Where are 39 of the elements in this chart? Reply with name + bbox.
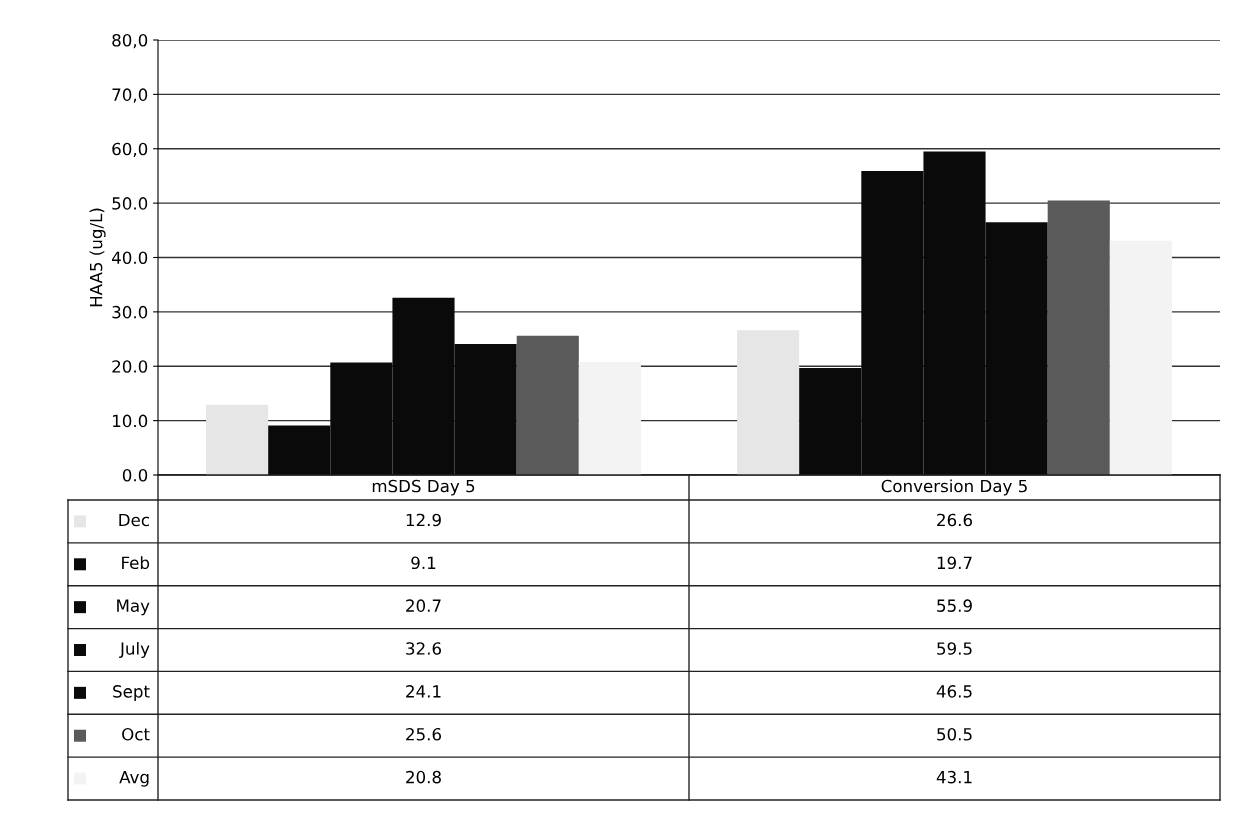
y-tick-label: 50.0 bbox=[112, 197, 148, 210]
y-tick-label: 80,0 bbox=[112, 33, 148, 49]
data-label: 20.7 bbox=[406, 599, 441, 612]
data-label: 59.5 bbox=[937, 642, 972, 655]
data-label: 50.5 bbox=[937, 727, 972, 741]
data-label: 12.9 bbox=[406, 513, 441, 527]
legend-label: July bbox=[119, 641, 150, 659]
y-tick-label: 60,0 bbox=[112, 142, 148, 158]
data-label: 32.6 bbox=[406, 642, 442, 655]
y-tick-label: 10.0 bbox=[113, 414, 148, 428]
data-label: 20.8 bbox=[406, 770, 441, 784]
y-tick-label: 0.0 bbox=[122, 468, 148, 482]
y-tick-label: 70,0 bbox=[112, 88, 148, 103]
data-label: 24.1 bbox=[406, 685, 441, 698]
legend-label: May bbox=[117, 599, 150, 616]
bar bbox=[206, 404, 269, 475]
y-tick-label: 30.0 bbox=[112, 305, 148, 319]
x-tick-label: mSDS Day 5 bbox=[372, 479, 475, 496]
x-tick-label: Conversion Day 5 bbox=[881, 479, 1027, 496]
bar bbox=[737, 330, 800, 475]
legend-label: Avg bbox=[119, 771, 149, 787]
data-label: 55.9 bbox=[937, 599, 972, 612]
y-tick-label: 20.0 bbox=[112, 360, 148, 373]
y-tick-label: 40.0 bbox=[111, 251, 148, 265]
data-label: 43.1 bbox=[936, 770, 972, 784]
data-label: 26.6 bbox=[937, 513, 973, 527]
legend-label: Feb bbox=[122, 556, 150, 570]
data-label: 25.6 bbox=[406, 727, 442, 741]
data-label: 9.1 bbox=[411, 556, 436, 570]
bar bbox=[516, 335, 579, 475]
data-label: 46.5 bbox=[936, 685, 972, 698]
legend-label: Dec bbox=[119, 513, 149, 527]
y-axis-title: HAA5 (ug/L) bbox=[89, 208, 106, 307]
legend-label: Oct bbox=[122, 727, 150, 741]
legend-label: Sept bbox=[113, 685, 150, 701]
bar bbox=[578, 361, 641, 475]
bar bbox=[1047, 200, 1110, 475]
bar bbox=[1109, 240, 1172, 475]
data-label: 19.7 bbox=[937, 556, 972, 570]
